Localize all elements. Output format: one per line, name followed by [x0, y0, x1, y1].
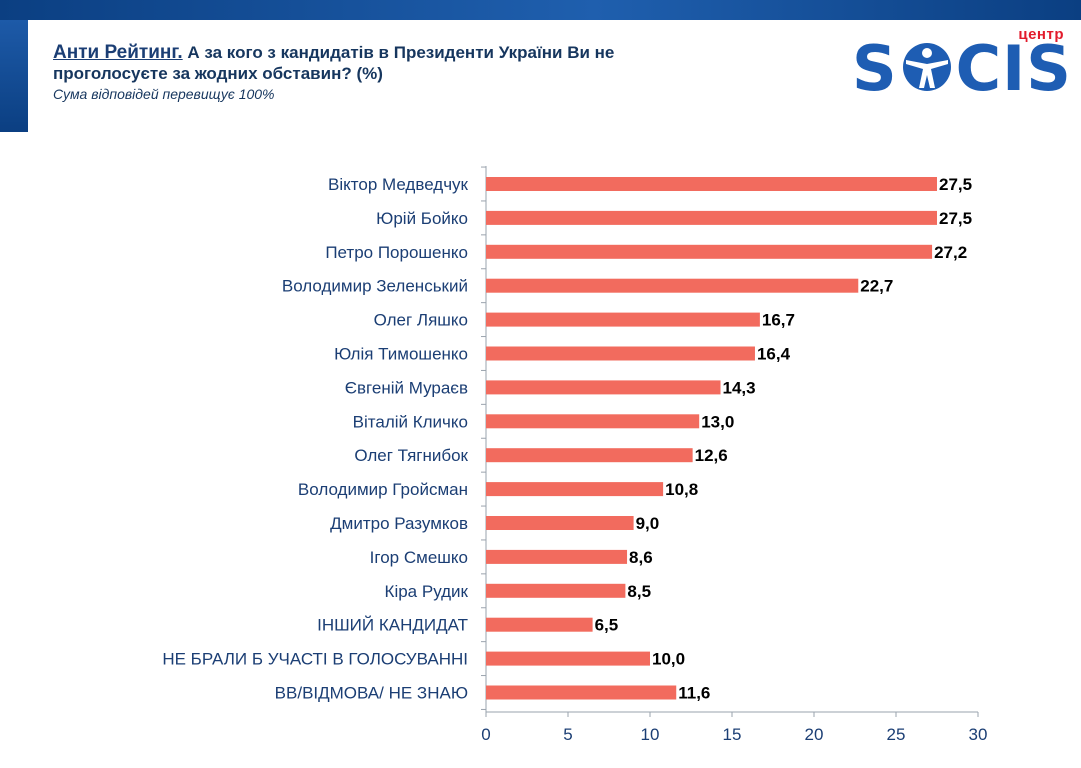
bar	[486, 482, 664, 497]
category-label: Олег Тягнибок	[354, 446, 468, 465]
data-label: 16,7	[762, 311, 795, 330]
category-label: Юлія Тимошенко	[334, 345, 468, 364]
socis-logo: центр S CIS	[852, 26, 1074, 106]
category-label: Петро Порошенко	[325, 243, 468, 262]
data-label: 16,4	[757, 345, 791, 364]
bar	[486, 448, 693, 463]
data-label: 8,5	[627, 582, 651, 601]
data-label: 14,3	[723, 378, 756, 397]
data-label: 11,6	[678, 684, 710, 703]
bar	[486, 617, 593, 632]
chart-subtitle: Сума відповідей перевищує 100%	[53, 86, 275, 102]
data-label: 27,5	[939, 175, 972, 194]
chart-title: Анти Рейтинг. А за кого з кандидатів в П…	[53, 42, 823, 63]
x-tick-label: 25	[887, 725, 906, 744]
data-label: 10,8	[665, 480, 698, 499]
slide-header: Анти Рейтинг. А за кого з кандидатів в П…	[53, 42, 823, 102]
logo-small-text: центр	[1018, 26, 1064, 43]
category-label: ІНШИЙ КАНДИДАТ	[317, 616, 468, 635]
data-label: 10,0	[652, 650, 685, 669]
data-label: 27,2	[934, 243, 967, 262]
category-label: НЕ БРАЛИ Б УЧАСТІ В ГОЛОСУВАННІ	[162, 650, 468, 669]
category-label: ВВ/ВІДМОВА/ НЕ ЗНАЮ	[275, 684, 468, 703]
category-label: Юрій Бойко	[376, 209, 468, 228]
x-tick-label: 0	[481, 725, 490, 744]
top-band	[0, 0, 1081, 20]
bar	[486, 312, 760, 327]
data-label: 13,0	[701, 412, 734, 431]
logo-main-text: S CIS	[852, 38, 1072, 100]
logo-letter-s: S	[852, 32, 898, 105]
data-label: 27,5	[939, 209, 972, 228]
category-label: Ігор Смешко	[370, 548, 468, 567]
logo-letters-cis: CIS	[955, 32, 1072, 105]
data-label: 6,5	[595, 616, 619, 635]
bar	[486, 516, 634, 530]
x-tick-label: 20	[805, 725, 824, 744]
title-lead: Анти Рейтинг.	[53, 42, 183, 63]
bar-chart: Віктор Медведчук 27,5 Юрій Бойко 27,5 Петро …	[162, 166, 988, 744]
bar	[486, 414, 700, 429]
bar	[486, 177, 937, 191]
category-label: Євгеній Мураєв	[345, 378, 468, 397]
bar	[486, 380, 721, 395]
logo-figure-icon	[898, 40, 956, 91]
x-tick-label: 15	[723, 725, 742, 744]
category-label: Володимир Гройсман	[298, 480, 468, 499]
bar	[486, 583, 626, 598]
category-label: Віктор Медведчук	[328, 175, 469, 194]
data-label: 9,0	[636, 514, 660, 533]
x-tick-label: 5	[563, 725, 572, 744]
bar	[486, 244, 933, 259]
category-label: Олег Ляшко	[374, 311, 468, 330]
chart-title-line2: проголосуєте за жодних обставин? (%)	[53, 64, 383, 83]
category-label: Дмитро Разумков	[330, 514, 468, 533]
bar	[486, 346, 755, 361]
category-label: Кіра Рудик	[385, 582, 469, 601]
category-label: Віталій Кличко	[353, 412, 468, 431]
side-accent-gap	[28, 20, 35, 132]
data-label: 22,7	[860, 277, 893, 296]
data-label: 12,6	[695, 446, 728, 465]
title-rest: А за кого з кандидатів в Президенти Укра…	[182, 43, 615, 62]
x-tick-label: 10	[641, 725, 660, 744]
bar	[486, 549, 628, 564]
side-accent	[0, 20, 28, 132]
bar	[486, 685, 677, 700]
category-label: Володимир Зеленський	[282, 277, 468, 296]
bar	[486, 210, 937, 225]
bar	[486, 278, 859, 293]
data-label: 8,6	[629, 548, 653, 567]
bar	[486, 651, 650, 666]
x-tick-label: 30	[969, 725, 988, 744]
